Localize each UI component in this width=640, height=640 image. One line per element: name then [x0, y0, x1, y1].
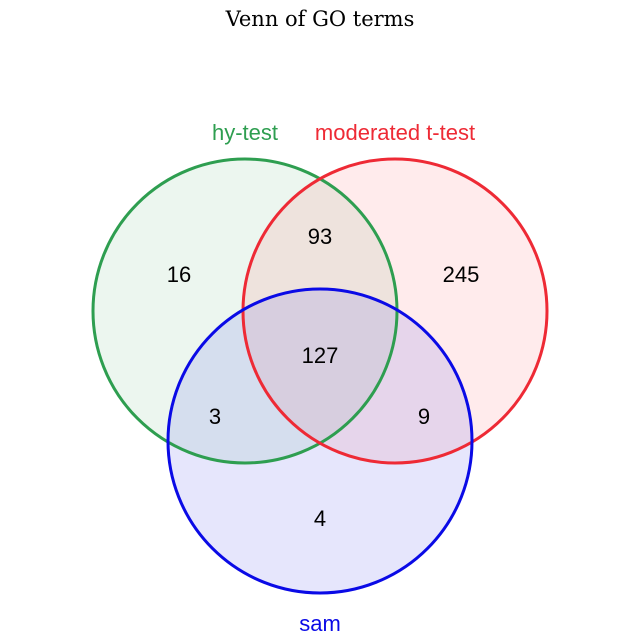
sam-label: sam	[299, 611, 341, 636]
count-mod-only: 245	[443, 262, 480, 287]
sam-circle-fill	[168, 289, 472, 593]
diagram-title: Venn of GO terms	[225, 7, 415, 31]
hy-test-circle-fill	[93, 159, 397, 463]
count-mod-sam: 9	[418, 404, 430, 429]
moderated-t-test-circle-fill	[243, 159, 547, 463]
count-hy-only: 16	[167, 262, 191, 287]
count-hy-sam: 3	[209, 404, 221, 429]
sam-circle	[166, 287, 474, 595]
count-hy-mod: 93	[308, 224, 332, 249]
count-all: 127	[302, 343, 339, 368]
moderated-t-test-label: moderated t-test	[315, 120, 475, 145]
count-sam-only: 4	[314, 506, 326, 531]
hy-test-label: hy-test	[212, 120, 278, 145]
